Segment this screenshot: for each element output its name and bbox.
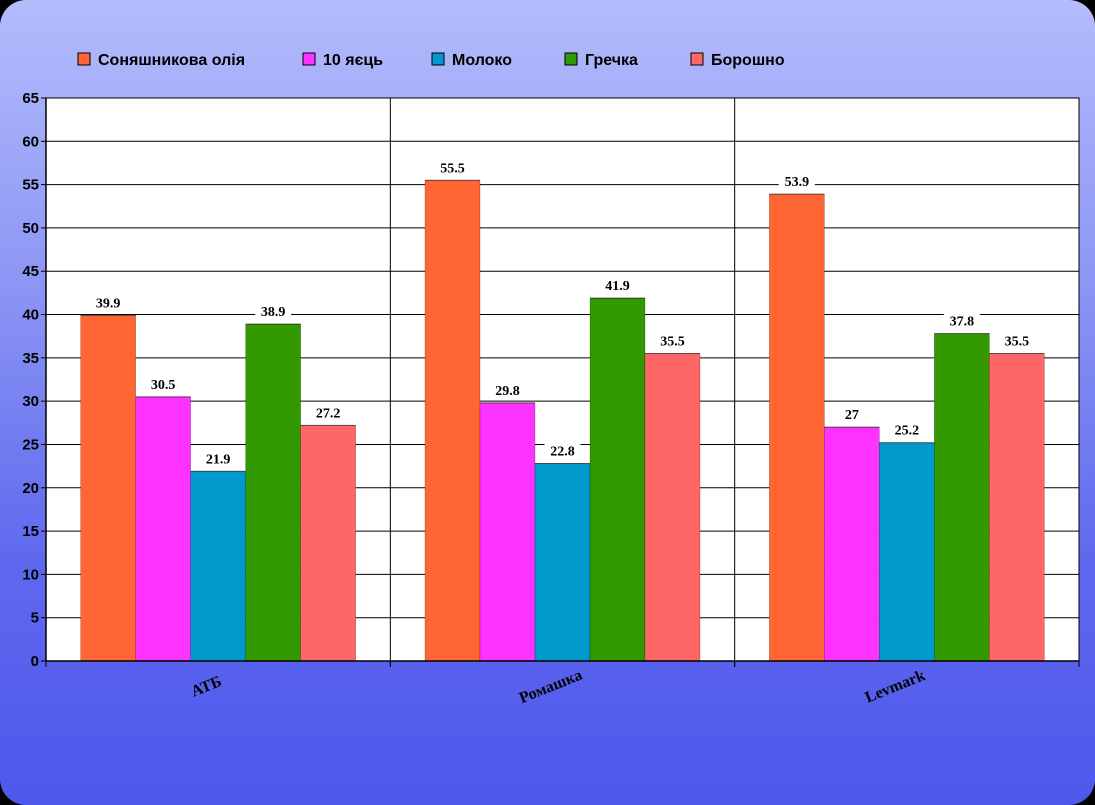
- legend-swatch-4: [690, 52, 704, 66]
- y-tick-label-0: 0: [31, 653, 39, 670]
- y-tick-label-35: 35: [22, 350, 39, 367]
- data-label-1-4: 35.5: [660, 335, 685, 350]
- y-tick-label-65: 65: [22, 90, 39, 107]
- y-tick-label-15: 15: [22, 523, 39, 540]
- bar-0-3: Гречка · АТБ: 38.9: [245, 323, 301, 662]
- x-category-label-0: АТБ: [189, 673, 224, 701]
- data-label-bg-0-3: [255, 302, 292, 320]
- y-tick-label-55: 55: [22, 177, 39, 194]
- legend: Соняшникова олія 10 яєць Молоко Гречка Борош…: [77, 52, 785, 69]
- data-label-bg-2-0: [778, 172, 815, 190]
- legend-label-4: Борошно: [711, 52, 785, 69]
- bar-1-3: Гречка · Ромашка: 41.9: [589, 297, 646, 662]
- data-label-bg-0-1: [145, 374, 182, 392]
- y-tick-label-10: 10: [22, 566, 39, 583]
- y-tick-label-5: 5: [31, 610, 39, 627]
- bar-1-2: Молоко · Ромашка: 22.8: [534, 463, 591, 662]
- bar-2-0: Соняшникова олія · Levmark: 53.9: [769, 193, 825, 662]
- x-category-labels: АТБ Ромашка Levmark: [189, 667, 928, 708]
- y-tick-label-20: 20: [22, 480, 39, 497]
- bar-1-1: 10 яєць · Ромашка: 29.8: [479, 402, 536, 662]
- x-category-label-2: Levmark: [863, 667, 928, 706]
- data-label-2-1: 27: [845, 408, 859, 423]
- data-labels: 39.9 30.5 21.9 38.9 27.2 55.5 29.8 22.8 41.9 35.5…: [90, 158, 1035, 467]
- x-category-label-1: Ромашка: [517, 667, 585, 708]
- data-label-bg-0-4: [310, 403, 347, 421]
- data-label-1-2: 22.8: [550, 445, 575, 460]
- bar-1-0: Соняшникова олія · Ромашка: 55.5: [424, 179, 481, 662]
- bar-1-4: Борошно · Ромашка: 35.5: [644, 353, 701, 662]
- data-label-bg-2-2: [888, 420, 925, 438]
- bar-0-1: 10 яєць · АТБ: 30.5: [135, 396, 191, 662]
- data-label-0-4: 27.2: [316, 406, 341, 421]
- legend-label-0: Соняшникова олія: [98, 52, 245, 69]
- legend-swatch-1: [302, 52, 316, 66]
- data-label-1-1: 29.8: [495, 384, 520, 399]
- bar-2-3: Гречка · Levmark: 37.8: [934, 333, 990, 662]
- bar-0-4: Борошно · АТБ: 27.2: [300, 425, 356, 662]
- data-label-0-3: 38.9: [261, 305, 286, 320]
- y-tick-label-30: 30: [22, 393, 39, 410]
- data-label-0-2: 21.9: [206, 452, 231, 467]
- y-tick-label-60: 60: [22, 133, 39, 150]
- legend-label-1: 10 яєць: [323, 52, 383, 69]
- data-label-bg-2-3: [943, 311, 980, 329]
- data-label-bg-2-4: [998, 331, 1035, 349]
- y-tick-label-45: 45: [22, 263, 39, 280]
- legend-swatch-2: [431, 52, 445, 66]
- bar-2-2: Молоко · Levmark: 25.2: [879, 442, 935, 662]
- y-tick-label-40: 40: [22, 307, 39, 324]
- data-label-0-1: 30.5: [151, 378, 176, 393]
- bars: Соняшникова олія · АТБ: 39.910 яєць · АТ…: [80, 179, 1045, 662]
- data-label-2-3: 37.8: [950, 315, 975, 330]
- y-tick-label-25: 25: [22, 436, 39, 453]
- data-label-0-0: 39.9: [96, 296, 121, 311]
- data-label-bg-1-3: [599, 276, 636, 294]
- data-label-2-2: 25.2: [895, 424, 920, 439]
- y-tick-label-50: 50: [22, 220, 39, 237]
- data-label-bg-1-2: [544, 441, 581, 459]
- bar-2-4: Борошно · Levmark: 35.5: [989, 353, 1045, 662]
- data-label-2-0: 53.9: [785, 175, 810, 190]
- legend-label-2: Молоко: [452, 52, 512, 69]
- data-label-2-4: 35.5: [1005, 335, 1030, 350]
- legend-label-3: Гречка: [585, 52, 638, 69]
- legend-swatch-3: [564, 52, 578, 66]
- data-label-bg-0-2: [200, 449, 237, 467]
- bar-0-2: Молоко · АТБ: 21.9: [190, 471, 246, 662]
- data-label-bg-1-4: [654, 331, 691, 349]
- data-label-1-0: 55.5: [440, 161, 465, 176]
- y-tick-labels: 0 5 10 15 20 25 30 35 40 45 50 55 60 65: [22, 90, 39, 670]
- data-label-bg-1-1: [489, 380, 526, 398]
- data-label-bg-0-0: [90, 293, 127, 311]
- legend-swatch-0: [77, 52, 91, 66]
- bar-2-1: 10 яєць · Levmark: 27: [824, 426, 880, 662]
- bar-0-0: Соняшникова олія · АТБ: 39.9: [80, 315, 136, 662]
- data-label-bg-2-1: [841, 405, 863, 423]
- data-label-bg-1-0: [434, 158, 471, 176]
- data-label-1-3: 41.9: [605, 279, 630, 294]
- axes: [41, 97, 1080, 667]
